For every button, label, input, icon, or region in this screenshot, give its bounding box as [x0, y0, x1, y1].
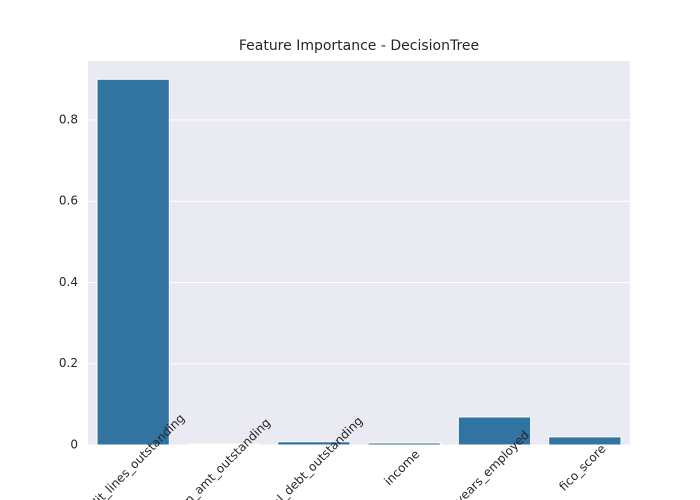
bar	[548, 436, 622, 446]
y-tick-label: 0.8	[59, 112, 78, 126]
x-tick-label: income	[381, 447, 422, 488]
plot-area	[88, 61, 630, 445]
y-tick-label: 0.4	[59, 275, 78, 289]
y-tick-label: 0	[70, 438, 78, 452]
bar	[457, 416, 532, 446]
bar	[96, 78, 170, 446]
x-tick-label: fico_score	[556, 442, 608, 494]
bar	[277, 441, 351, 446]
chart-title: Feature Importance - DecisionTree	[239, 38, 479, 54]
bar	[186, 443, 261, 446]
y-tick-label: 0.2	[59, 356, 78, 370]
bar	[367, 442, 441, 446]
y-tick-label: 0.6	[59, 194, 78, 208]
